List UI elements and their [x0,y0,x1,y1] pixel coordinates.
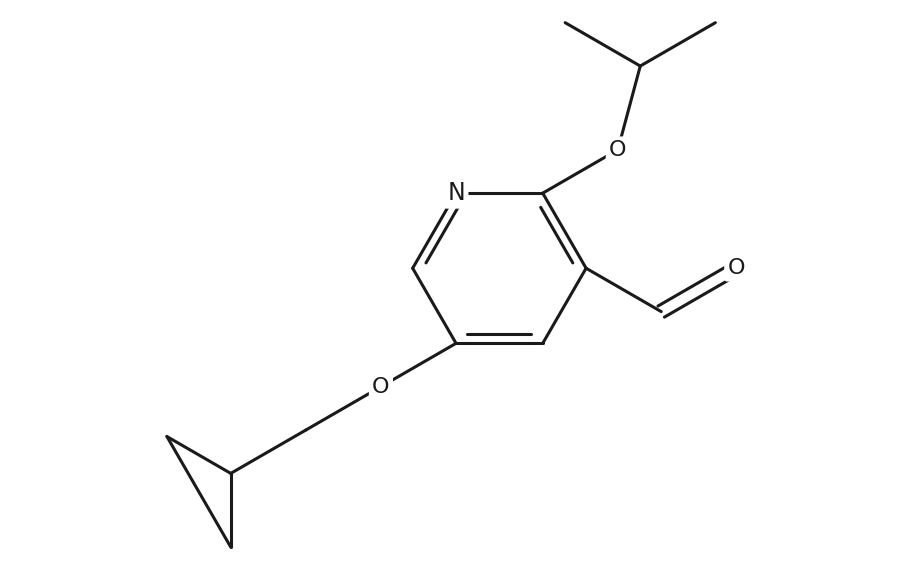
Text: N: N [447,181,465,205]
Text: O: O [727,258,745,278]
Text: O: O [609,140,627,160]
Text: O: O [372,377,389,396]
